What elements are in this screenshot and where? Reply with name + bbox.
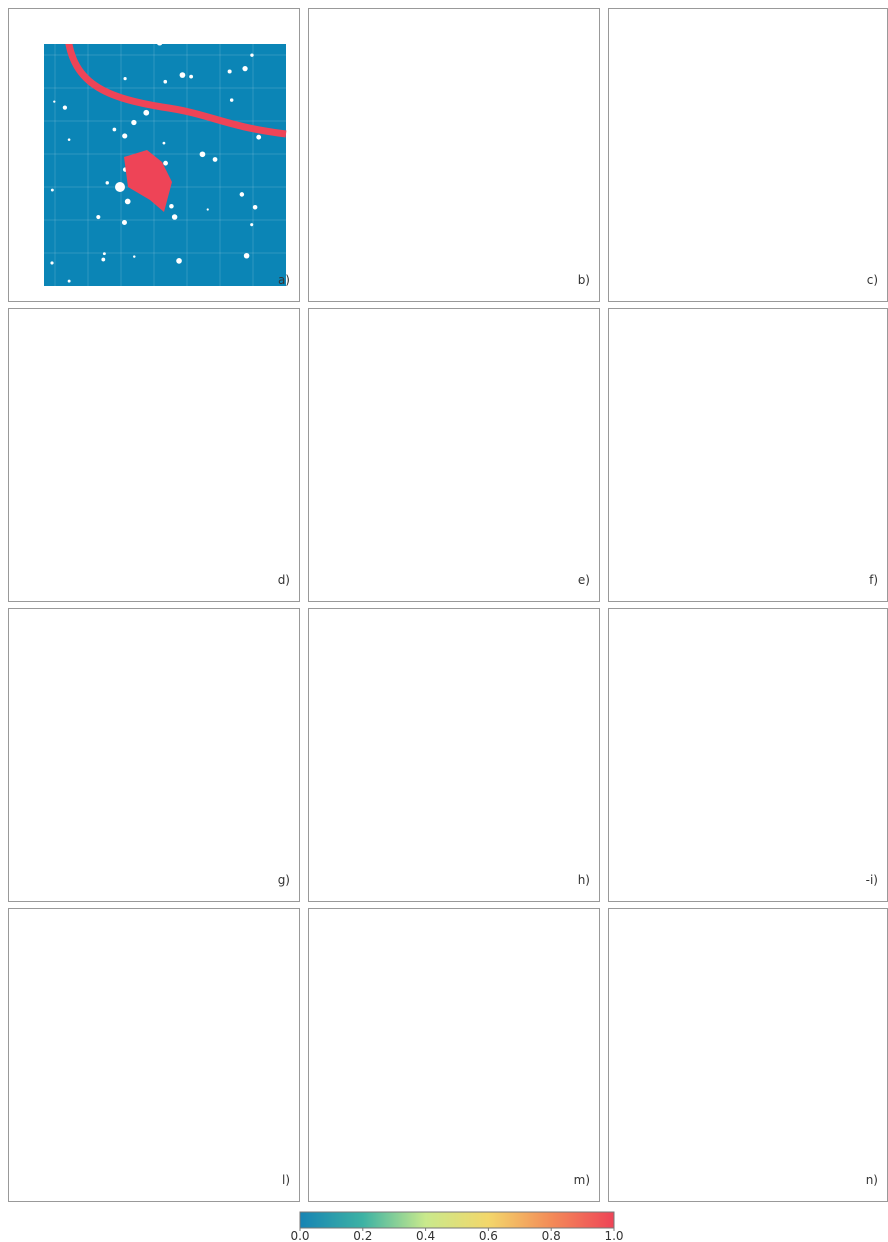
speck: [250, 53, 253, 56]
speck: [172, 214, 178, 220]
speck: [253, 205, 258, 210]
speck: [101, 258, 105, 262]
panel-frame: [309, 9, 600, 302]
colorbar-tick-label: 0.2: [353, 1229, 372, 1242]
speck: [213, 157, 218, 162]
speck: [96, 215, 100, 219]
colorbar-tick-label: 0.6: [479, 1229, 498, 1242]
panel-label: f): [869, 573, 878, 587]
speck: [125, 199, 131, 205]
speck: [131, 120, 136, 125]
speck: [133, 255, 135, 257]
panel-label: d): [278, 573, 290, 587]
speck: [124, 77, 127, 80]
speck: [207, 208, 209, 210]
panel-frame: [609, 309, 888, 602]
speck: [113, 128, 117, 132]
speck: [163, 161, 168, 166]
speck: [169, 204, 174, 209]
speck: [250, 223, 253, 226]
panel-label: g): [278, 873, 290, 887]
panel-frame: [309, 909, 600, 1202]
panel-label: e): [578, 573, 590, 587]
figure: a) b) c) d) e) f) g) h) -i) l) m) n) 0.0 0.2 0.4 0.6 0.8…: [0, 0, 888, 1242]
panel-label: a): [278, 273, 290, 287]
speck: [143, 110, 149, 116]
colorbar-tick-label: 0.4: [416, 1229, 435, 1242]
speck: [163, 80, 167, 84]
panel-frame: [9, 909, 300, 1202]
speck: [242, 66, 247, 71]
speck: [122, 133, 127, 138]
speck: [240, 192, 245, 197]
panel-label: -i): [866, 873, 878, 887]
colorbar-tick-label: 1.0: [604, 1229, 623, 1242]
speck: [230, 98, 233, 101]
speck: [176, 258, 182, 264]
speck: [122, 220, 127, 225]
speck: [53, 100, 55, 102]
panel-label: h): [578, 873, 590, 887]
speck: [63, 106, 67, 110]
panel-label: b): [578, 273, 590, 287]
speck: [180, 72, 186, 78]
panel-frame: [609, 909, 888, 1202]
speck: [244, 253, 250, 259]
speck: [115, 182, 125, 192]
colorbar-tick-label: 0.8: [542, 1229, 561, 1242]
speck: [50, 261, 53, 264]
speck: [189, 75, 193, 79]
panel-label: l): [282, 1173, 290, 1187]
panel-label: m): [574, 1173, 590, 1187]
speck: [163, 142, 166, 145]
colorbar: [300, 1212, 614, 1228]
speck: [228, 69, 232, 73]
speck: [200, 151, 206, 157]
map: [22, 22, 286, 286]
speck: [68, 138, 71, 141]
panel-frame: [9, 309, 300, 602]
speck: [106, 181, 109, 184]
speck: [103, 252, 106, 255]
speck: [68, 280, 71, 283]
panel-frame: [309, 309, 600, 602]
panel-frame: [609, 609, 888, 902]
panel-label: n): [866, 1173, 878, 1187]
panel-frame: [609, 9, 888, 302]
colorbar-tick-label: 0.0: [290, 1229, 309, 1242]
speck: [51, 189, 54, 192]
panel-frame: [309, 609, 600, 902]
panel-frame: [9, 609, 300, 902]
speck: [256, 135, 261, 140]
panel-label: c): [867, 273, 878, 287]
